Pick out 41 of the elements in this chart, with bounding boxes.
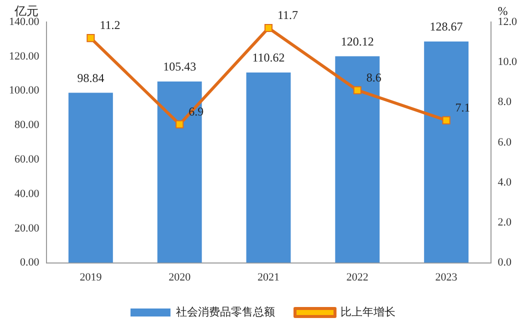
x-tick-label: 2022 [346,271,368,284]
y2-tick-label: 4.0 [498,176,512,188]
y2-tick-label: 8.0 [498,96,512,108]
y2-axis-title: % [498,4,508,18]
y-tick-label: 140.00 [9,16,40,28]
y2-tick-label: 10.0 [498,56,518,68]
bar [335,56,380,263]
data-label: 98.84 [77,70,104,85]
y-tick-label: 120.00 [9,50,40,62]
bar [68,92,113,263]
y2-tick-label: 6.0 [498,136,512,148]
y2-tick-label: 0.0 [498,256,512,269]
x-tick-label: 2019 [80,271,102,284]
x-tick-label: 2023 [435,271,458,284]
data-label: 105.43 [163,60,196,74]
data-label: 11.2 [100,18,120,32]
x-tick-label: 2021 [258,271,280,284]
legend-label: 社会消费品零售总额 [176,305,275,318]
legend-label: 比上年增长 [340,305,396,318]
data-label: 128.67 [430,20,463,34]
y-tick-label: 100.00 [9,84,40,97]
bar [246,72,291,263]
point [353,86,362,94]
y2-tick-label: 12.0 [498,16,518,28]
data-label: 120.12 [340,34,374,48]
data-label: 110.62 [252,50,285,65]
point [264,24,273,32]
y-tick-label: 0.00 [20,256,40,269]
y-axis-title: 亿元 [13,4,38,18]
y-tick-label: 40.00 [14,188,40,200]
y2-tick-label: 2.0 [498,216,512,229]
x-tick-label: 2020 [168,271,192,284]
bar [157,81,202,263]
point [86,34,95,42]
y-tick-label: 80.00 [14,119,40,132]
point [176,120,184,128]
point [442,116,450,124]
y-tick-label: 20.00 [14,222,40,234]
y-tick-label: 60.00 [14,153,40,166]
data-label: 11.7 [278,8,298,22]
bar [424,41,469,263]
